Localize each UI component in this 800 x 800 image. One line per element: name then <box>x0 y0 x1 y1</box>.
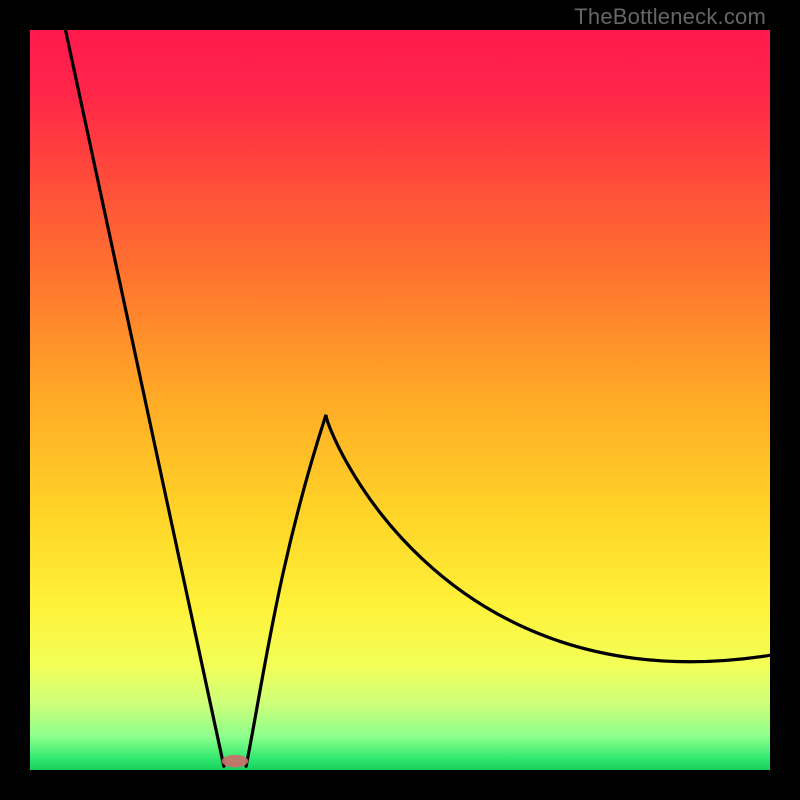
bottleneck-chart <box>0 0 800 800</box>
watermark-text: TheBottleneck.com <box>574 4 766 30</box>
gradient-background <box>30 30 770 770</box>
bottleneck-marker <box>222 755 249 768</box>
